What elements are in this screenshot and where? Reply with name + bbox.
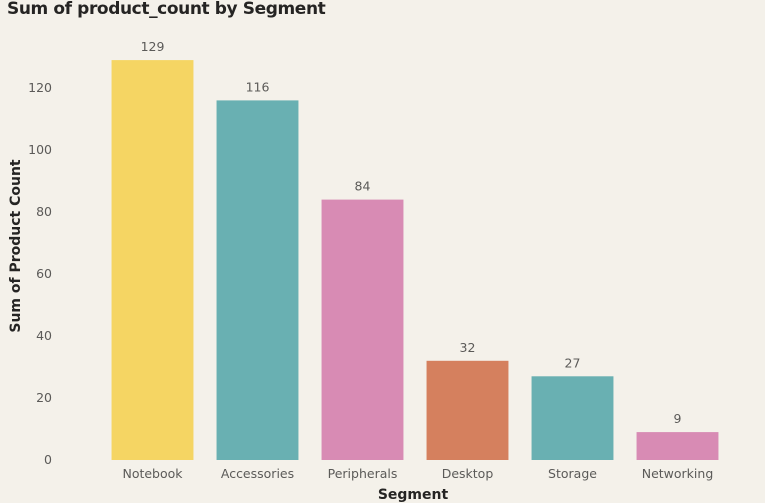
bars <box>111 60 719 461</box>
x-axis-title: Segment <box>378 487 449 503</box>
x-tick-label: Accessories <box>221 466 294 481</box>
data-label: 32 <box>460 340 476 355</box>
bar-storage[interactable] <box>531 376 614 460</box>
y-tick-label: 40 <box>36 328 52 343</box>
y-tick-label: 80 <box>36 204 52 219</box>
bar-networking[interactable] <box>636 432 719 460</box>
x-tick-label: Desktop <box>442 466 494 481</box>
x-tick-label: Storage <box>548 466 597 481</box>
data-label: 9 <box>674 411 682 426</box>
bar-desktop[interactable] <box>426 360 509 460</box>
data-label: 27 <box>565 355 581 370</box>
y-tick-label: 60 <box>36 266 52 281</box>
chart-title: Sum of product_count by Segment <box>7 0 326 19</box>
data-labels: 129 116 84 32 27 9 <box>141 39 682 426</box>
x-tick-label: Networking <box>642 466 714 481</box>
x-axis-ticks: Notebook Accessories Peripherals Desktop Sto… <box>122 466 713 481</box>
bar-accessories[interactable] <box>216 100 299 461</box>
bar-peripherals[interactable] <box>321 199 404 460</box>
data-label: 129 <box>141 39 165 54</box>
bar-notebook[interactable] <box>111 60 194 460</box>
y-tick-label: 20 <box>36 390 52 405</box>
data-label: 116 <box>246 79 270 94</box>
data-label: 84 <box>355 179 371 194</box>
y-axis-ticks: 0 20 40 60 80 100 120 <box>28 80 52 467</box>
y-tick-label: 100 <box>28 142 52 157</box>
x-tick-label: Peripherals <box>328 466 398 481</box>
y-axis-title: Sum of Product Count <box>8 159 24 333</box>
y-tick-label: 0 <box>44 452 52 467</box>
y-tick-label: 120 <box>28 80 52 95</box>
x-tick-label: Notebook <box>122 466 183 481</box>
